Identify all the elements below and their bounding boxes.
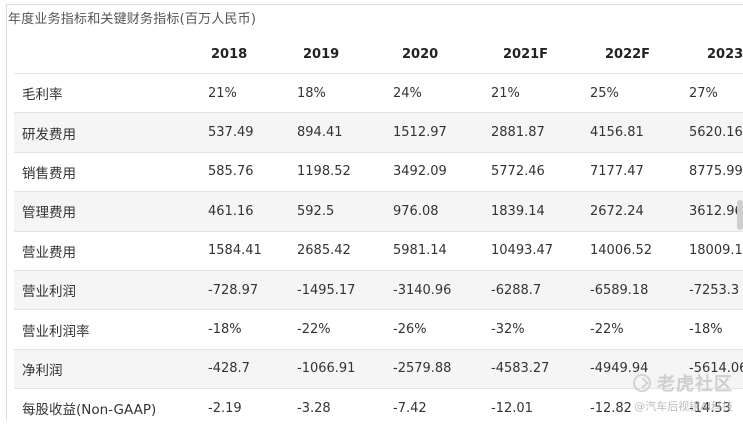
table-row: 管理费用 461.16 592.5 976.08 1839.14 2672.24 3612.… — [14, 191, 743, 231]
table-cell: 27% — [689, 85, 718, 101]
table-cell: -2.19 — [208, 400, 242, 416]
header-cell-2021f: 2021F — [503, 46, 549, 62]
table-cell: 14006.52 — [590, 243, 653, 259]
table-cell: -1495.17 — [297, 282, 356, 298]
table-cell: -22% — [297, 322, 331, 338]
table-body: 毛利率 21% 18% 24% 21% 25% 27% 研发费用 537.49 894.41 151… — [14, 73, 743, 428]
table-cell: -1066.91 — [297, 361, 356, 377]
table-cell: 1512.97 — [393, 125, 447, 141]
table-cell: -7253.3 — [689, 282, 740, 298]
table-cell: 10493.47 — [491, 243, 554, 259]
table-cell: -4583.27 — [491, 361, 550, 377]
table-cell: -12.01 — [491, 400, 533, 416]
table-cell: 3612.96 — [689, 203, 743, 219]
row-label: 营业利润率 — [22, 323, 90, 340]
vertical-scrollbar-thumb[interactable] — [737, 200, 743, 230]
table-cell: 5981.14 — [393, 243, 447, 259]
table-cell: 461.16 — [208, 203, 254, 219]
table-cell: 2685.42 — [297, 243, 351, 259]
table-row: 销售费用 585.76 1198.52 3492.09 5772.46 7177.47 87… — [14, 151, 743, 191]
table-cell: 3492.09 — [393, 164, 447, 180]
table-cell: 1839.14 — [491, 203, 545, 219]
table-cell: 976.08 — [393, 203, 439, 219]
table-cell: 2881.87 — [491, 125, 545, 141]
header-cell-2022f: 2022F — [605, 46, 651, 62]
table-cell: 2672.24 — [590, 203, 644, 219]
table-cell: 5620.16 — [689, 125, 743, 141]
table-cell: 4156.81 — [590, 125, 644, 141]
table-cell: 592.5 — [297, 203, 335, 219]
table-row: 营业利润率 -18% -22% -26% -32% -22% -18% — [14, 309, 743, 348]
header-cell-2018: 2018 — [211, 46, 248, 62]
table-cell: 894.41 — [297, 125, 343, 141]
table-row: 每股收益(Non-GAAP) -2.19 -3.28 -7.42 -12.01 -12.8… — [14, 388, 743, 427]
row-label: 营业费用 — [22, 244, 76, 261]
table-cell: 1584.41 — [208, 243, 262, 259]
table-cell: -14.53 — [689, 400, 731, 416]
row-label: 毛利率 — [22, 87, 63, 104]
table-cell: 585.76 — [208, 164, 254, 180]
table-cell: -7.42 — [393, 400, 427, 416]
table-cell: 21% — [208, 85, 237, 101]
table-row: 净利润 -428.7 -1066.91 -2579.88 -4583.27 -4949.9… — [14, 348, 743, 389]
table-row: 毛利率 21% 18% 24% 21% 25% 27% — [14, 73, 743, 112]
row-label: 管理费用 — [22, 205, 76, 222]
table-cell: -5614.06 — [689, 361, 743, 377]
table-cell: -26% — [393, 322, 427, 338]
table-cell: -4949.94 — [590, 361, 649, 377]
table-cell: -728.97 — [208, 282, 259, 298]
table-cell: -3140.96 — [393, 282, 452, 298]
table-cell: -2579.88 — [393, 361, 452, 377]
header-cell-2023f: 2023F — [707, 46, 743, 62]
table-cell: -32% — [491, 322, 525, 338]
row-label: 销售费用 — [22, 165, 76, 182]
table-cell: 537.49 — [208, 125, 254, 141]
table-row: 营业利润 -728.97 -1495.17 -3140.96 -6288.7 -6589.… — [14, 269, 743, 310]
table-cell: 21% — [491, 85, 520, 101]
table-cell: -3.28 — [297, 400, 331, 416]
table-cell: 7177.47 — [590, 164, 644, 180]
row-label: 净利润 — [22, 362, 63, 379]
table-caption: 年度业务指标和关键财务指标(百万人民币) — [8, 12, 257, 27]
table-cell: 8775.99 — [689, 164, 743, 180]
table-cell: 24% — [393, 85, 422, 101]
table-cell: -18% — [689, 322, 723, 338]
header-cell-2019: 2019 — [303, 46, 340, 62]
financial-table: 2018 2019 2020 2021F 2022F 2023F 毛利率 21% 1… — [14, 35, 743, 428]
table-cell: -428.7 — [208, 361, 250, 377]
table-cell: 18009.1 — [689, 243, 743, 259]
table-cell: -22% — [590, 322, 624, 338]
table-cell: 25% — [590, 85, 619, 101]
row-label: 研发费用 — [22, 126, 76, 143]
table-row: 营业费用 1584.41 2685.42 5981.14 10493.47 14006.5… — [14, 230, 743, 270]
table-header-row: 2018 2019 2020 2021F 2022F 2023F — [14, 35, 743, 73]
table-cell: 18% — [297, 85, 326, 101]
table-cell: -6589.18 — [590, 282, 649, 298]
table-cell: 1198.52 — [297, 164, 351, 180]
table-cell: -6288.7 — [491, 282, 542, 298]
row-label: 每股收益(Non-GAAP) — [22, 402, 157, 419]
table-cell: -12.82 — [590, 400, 632, 416]
table-cell: -18% — [208, 322, 242, 338]
table-frame — [6, 4, 743, 420]
table-cell: 5772.46 — [491, 164, 545, 180]
row-label: 营业利润 — [22, 284, 76, 301]
table-row: 研发费用 537.49 894.41 1512.97 2881.87 4156.81 562… — [14, 112, 743, 152]
header-cell-2020: 2020 — [402, 46, 439, 62]
